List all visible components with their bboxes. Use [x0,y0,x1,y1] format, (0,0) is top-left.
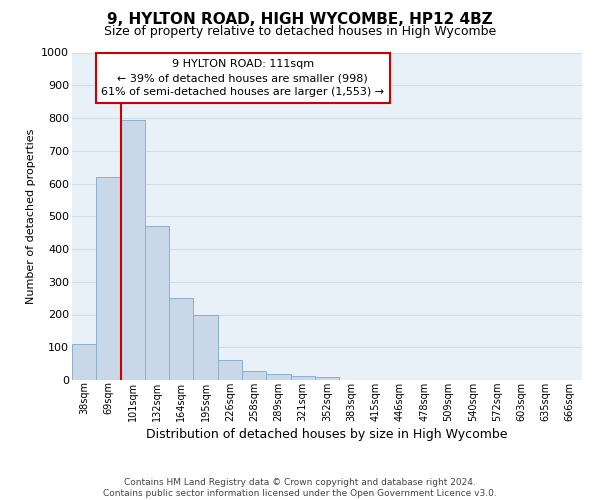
Bar [145,226,169,380]
Y-axis label: Number of detached properties: Number of detached properties [26,128,35,304]
Bar [218,360,242,380]
Bar [193,314,218,380]
Bar [290,376,315,380]
Bar [242,371,266,380]
Bar [121,120,145,380]
Text: 9 HYLTON ROAD: 111sqm
← 39% of detached houses are smaller (998)
61% of semi-det: 9 HYLTON ROAD: 111sqm ← 39% of detached … [101,59,385,97]
Bar [315,378,339,380]
Bar [169,298,193,380]
X-axis label: Distribution of detached houses by size in High Wycombe: Distribution of detached houses by size … [146,428,508,441]
Text: Size of property relative to detached houses in High Wycombe: Size of property relative to detached ho… [104,25,496,38]
Bar [72,344,96,380]
Bar [266,374,290,380]
Bar [96,177,121,380]
Text: 9, HYLTON ROAD, HIGH WYCOMBE, HP12 4BZ: 9, HYLTON ROAD, HIGH WYCOMBE, HP12 4BZ [107,12,493,28]
Text: Contains HM Land Registry data © Crown copyright and database right 2024.
Contai: Contains HM Land Registry data © Crown c… [103,478,497,498]
